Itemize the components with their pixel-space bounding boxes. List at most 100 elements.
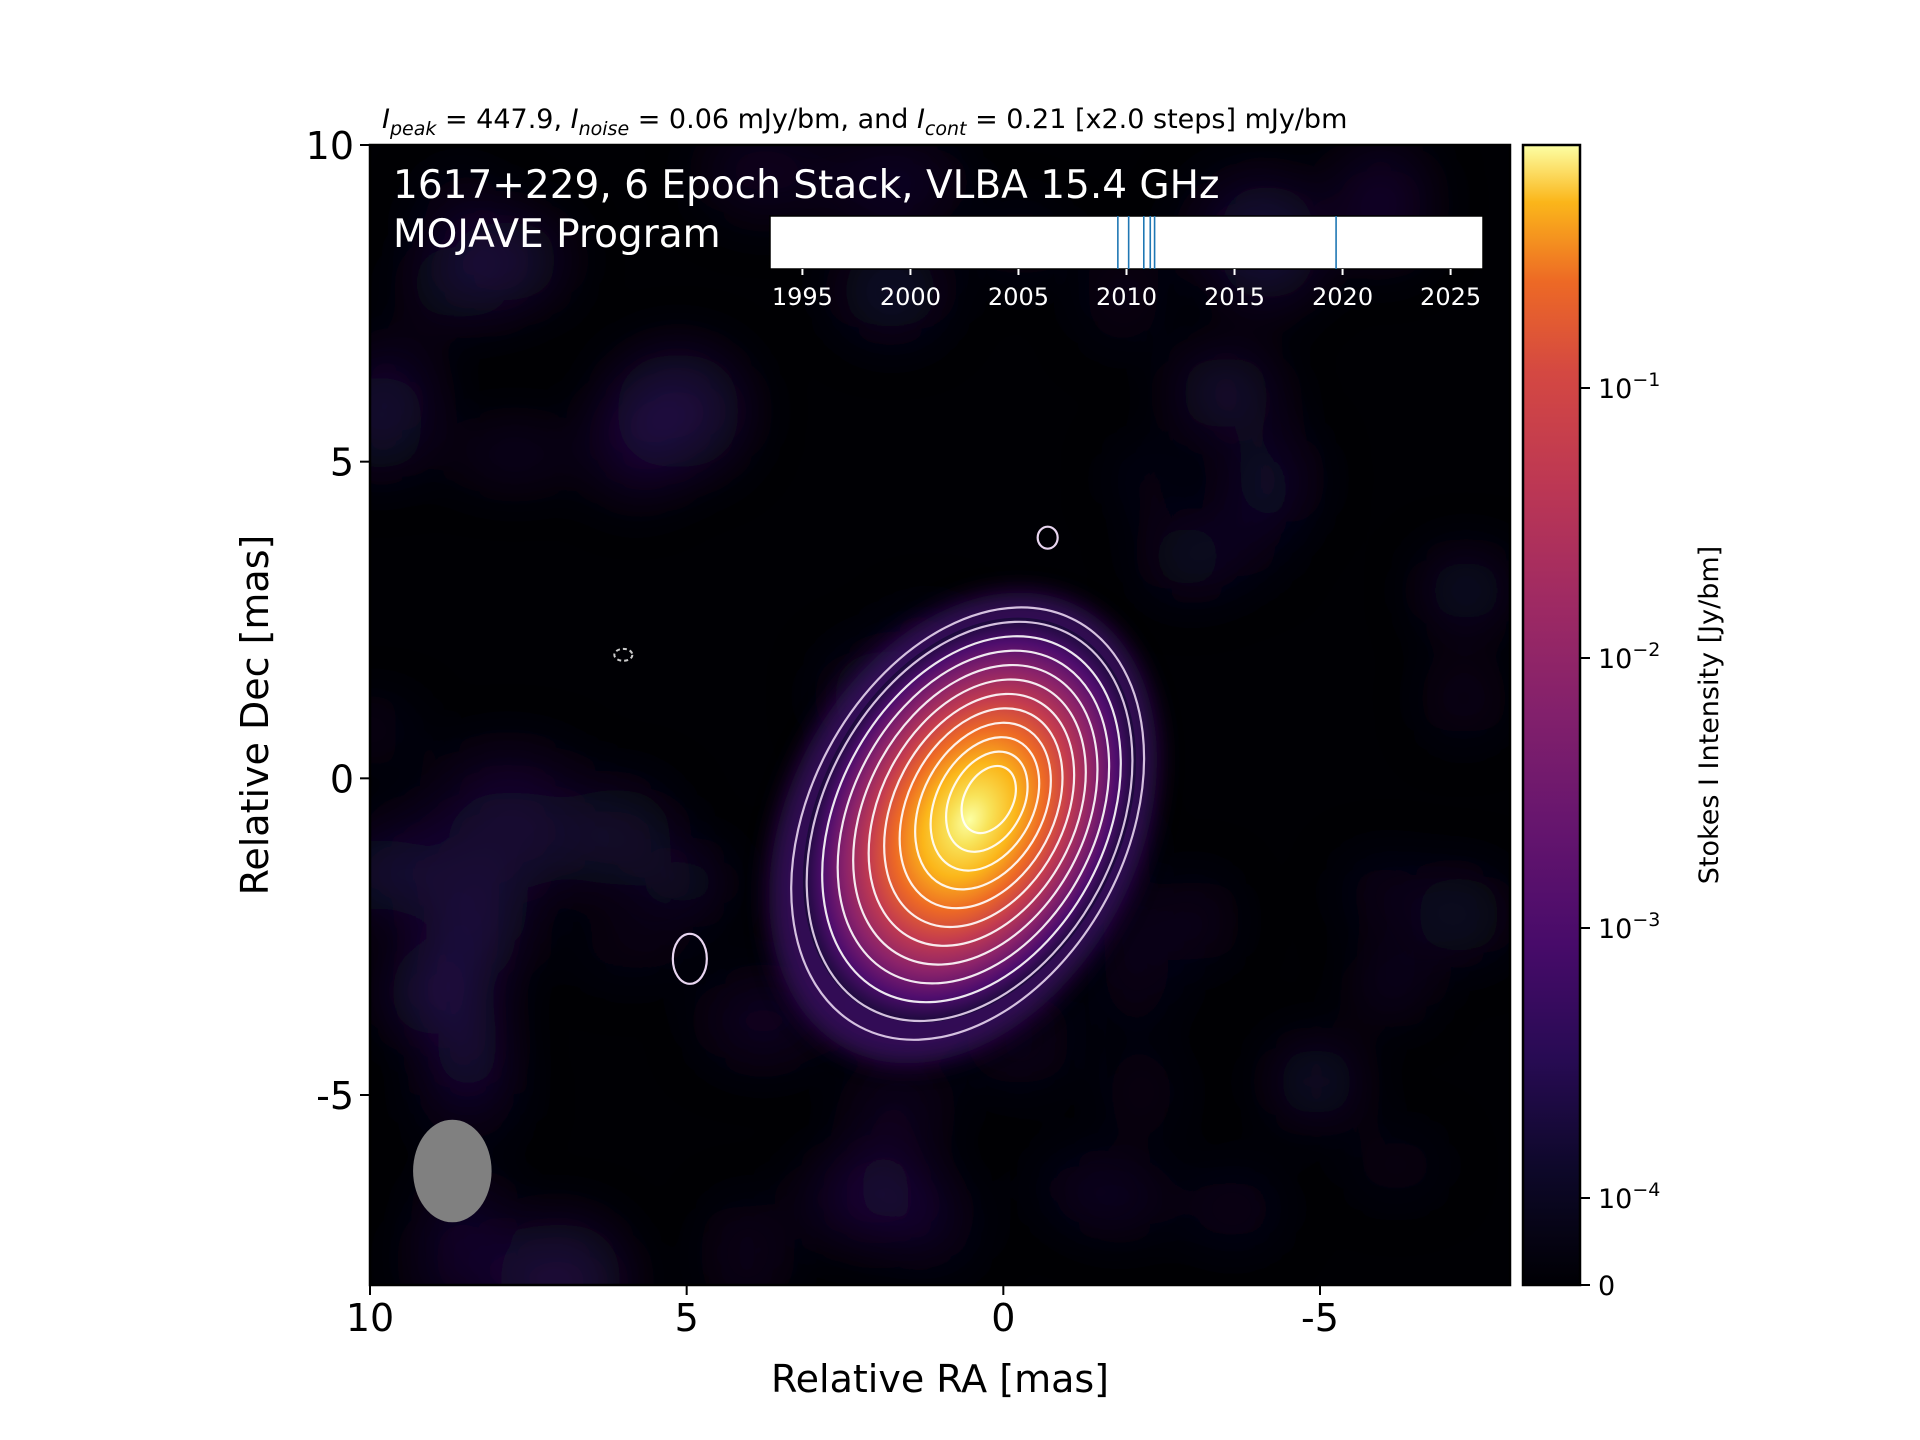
title-i-peak-subscript: peak <box>389 118 437 140</box>
y-axis-ticks: 10 5 0 -5 <box>306 124 370 1118</box>
title-i-noise-subscript: noise <box>579 118 630 140</box>
noise-blob <box>1365 957 1418 1010</box>
contour-line <box>914 721 1052 891</box>
colorbar-tick-label: 10−1 <box>1598 369 1660 405</box>
contour-line <box>805 620 1134 1023</box>
noise-blob <box>1225 445 1294 545</box>
colorbar-tick-label: 10−3 <box>1598 909 1660 945</box>
timeline-tick-label: 2015 <box>1204 283 1265 311</box>
noise-blob <box>559 786 672 886</box>
noise-blob <box>387 950 483 1034</box>
noise-blob <box>827 145 958 220</box>
noise-blob <box>705 981 822 1061</box>
timeline-tick-label: 2010 <box>1096 283 1157 311</box>
title-i-noise-symbol: I <box>571 104 579 135</box>
noise-blob <box>1107 1051 1176 1134</box>
noise-blob <box>1121 448 1173 509</box>
noise-blob <box>451 433 579 476</box>
noise-blob <box>1150 521 1225 591</box>
contour-line <box>821 635 1122 1004</box>
colorbar-label: Stokes I Intensity [Jy/bm] <box>1694 546 1725 884</box>
x-tick-label: 10 <box>346 1296 394 1340</box>
beam-ellipse <box>413 1119 492 1223</box>
noise-blob <box>719 1203 775 1285</box>
noise-blob <box>452 220 562 301</box>
source-core <box>802 617 1137 1023</box>
timeline-ticks: 1995 2000 2005 2010 2015 2020 2025 <box>772 269 1481 311</box>
contour-lines <box>613 525 1146 1041</box>
noise-blob <box>803 1156 941 1242</box>
noise-blob <box>497 1221 624 1285</box>
noise-blob <box>420 1069 514 1130</box>
title-i-noise-value: = 0.06 mJy/bm, and <box>629 104 917 135</box>
noise-blob <box>370 340 434 437</box>
noise-blob <box>1178 355 1274 431</box>
title-i-cont-value: = 0.21 [x2.0 steps] mJy/bm <box>966 104 1347 135</box>
plot-frame <box>368 143 1512 1287</box>
timeline-tick-label: 2005 <box>988 283 1049 311</box>
timeline-epochs <box>1117 216 1337 269</box>
contour-island <box>1036 525 1059 550</box>
chart-title: Ipeak = 447.9, Inoise = 0.06 mJy/bm, and… <box>382 104 1347 140</box>
contour-line <box>898 707 1064 910</box>
noise-blob <box>1437 662 1491 735</box>
contour-line <box>960 764 1017 835</box>
title-i-cont-subscript: cont <box>925 118 968 140</box>
noise-blob <box>439 751 576 807</box>
timeline-tick-label: 2000 <box>880 283 941 311</box>
noise-blob <box>1353 1136 1440 1195</box>
contour-line <box>790 606 1146 1041</box>
colorbar-tick-label: 10−2 <box>1598 639 1660 675</box>
noise-blob <box>1275 1044 1357 1119</box>
negative-contour <box>613 647 634 662</box>
x-tick-label: 5 <box>675 1296 699 1340</box>
timeline-frame <box>769 215 1484 270</box>
noise-blob <box>370 709 416 750</box>
noise-blob <box>850 1074 945 1139</box>
colorbar-frame <box>1521 143 1582 1287</box>
noise-blob <box>1426 557 1507 624</box>
title-i-peak-symbol: I <box>382 104 390 135</box>
colorbar <box>1523 145 1580 1285</box>
title-i-cont-symbol: I <box>917 104 925 135</box>
colorbar-tick-label: 0 <box>1598 1271 1615 1302</box>
x-axis-label: Relative RA [mas] <box>771 1357 1109 1401</box>
noise-blob <box>1103 905 1169 1025</box>
noise-blob <box>703 145 828 216</box>
y-tick-label: -5 <box>316 1074 354 1118</box>
noise-blob <box>1038 1162 1125 1211</box>
noise-blob <box>596 385 675 498</box>
timeline-tick-label: 1995 <box>772 283 833 311</box>
timeline-tick-label: 2020 <box>1312 283 1373 311</box>
title-i-peak-value: = 447.9, <box>436 104 570 135</box>
y-tick-label: 5 <box>330 441 354 485</box>
x-axis-ticks: 10 5 0 -5 <box>346 1285 1339 1340</box>
annotation-line-2: MOJAVE Program <box>393 212 721 257</box>
contour-island <box>671 932 708 985</box>
y-tick-label: 10 <box>306 124 354 168</box>
noise-blob <box>1414 874 1504 955</box>
y-axis-label: Relative Dec [mas] <box>233 535 277 896</box>
noise-blob <box>571 922 694 973</box>
noise-blob <box>468 874 529 948</box>
contour-line <box>945 750 1029 853</box>
colorbar-ticks: 10−1 10−2 10−3 10−4 0 <box>1580 369 1660 1302</box>
annotation-line-1: 1617+229, 6 Epoch Stack, VLBA 15.4 GHz <box>393 163 1219 208</box>
contour-line <box>867 678 1087 947</box>
noise-blob <box>1190 1177 1276 1241</box>
timeline-tick-label: 2025 <box>1420 283 1481 311</box>
x-tick-label: -5 <box>1301 1296 1339 1340</box>
noise-blob <box>1346 862 1419 923</box>
y-tick-label: 0 <box>330 757 354 801</box>
contour-line <box>836 649 1111 985</box>
contour-line <box>852 663 1099 966</box>
epoch-timeline-inset: 1995 2000 2005 2010 2015 2020 2025 <box>769 215 1484 311</box>
contour-line <box>929 736 1041 872</box>
noise-blob <box>645 856 725 910</box>
contour-line <box>883 692 1076 929</box>
noise-blob <box>1170 880 1223 961</box>
source-emission <box>802 617 1137 1023</box>
x-tick-label: 0 <box>991 1296 1015 1340</box>
colorbar-tick-label: 10−4 <box>1598 1179 1660 1215</box>
